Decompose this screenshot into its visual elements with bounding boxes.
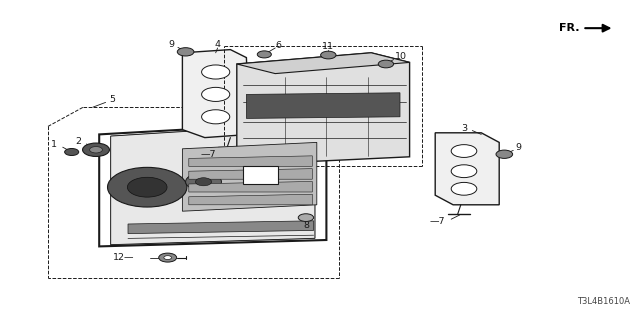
Polygon shape (435, 133, 499, 205)
Polygon shape (189, 156, 312, 166)
Circle shape (202, 110, 230, 124)
Polygon shape (189, 169, 312, 179)
Polygon shape (237, 53, 410, 74)
Text: 11: 11 (323, 42, 334, 51)
Circle shape (127, 177, 167, 197)
Text: 6: 6 (275, 41, 282, 50)
Text: T3L4B1610A: T3L4B1610A (577, 297, 630, 306)
Circle shape (378, 60, 394, 68)
Text: 5: 5 (109, 95, 115, 104)
Polygon shape (189, 181, 312, 192)
Circle shape (90, 147, 102, 153)
Circle shape (83, 143, 109, 156)
Text: FR.: FR. (559, 23, 579, 33)
Text: —7: —7 (201, 150, 216, 159)
Text: 2: 2 (75, 137, 81, 146)
Polygon shape (237, 53, 410, 163)
Polygon shape (182, 50, 250, 138)
Text: 8: 8 (303, 221, 309, 230)
Text: 4: 4 (214, 40, 221, 49)
Text: 9: 9 (515, 143, 522, 152)
Circle shape (164, 256, 172, 260)
Polygon shape (189, 194, 312, 205)
Circle shape (177, 48, 194, 56)
Text: 10: 10 (395, 52, 406, 61)
Circle shape (202, 87, 230, 101)
Text: 12—: 12— (113, 253, 134, 262)
Polygon shape (128, 221, 314, 234)
Text: —7: —7 (429, 217, 445, 226)
Circle shape (257, 51, 271, 58)
Polygon shape (246, 93, 400, 118)
Circle shape (195, 178, 212, 186)
Polygon shape (111, 123, 315, 245)
Text: 1: 1 (51, 140, 58, 149)
Circle shape (451, 145, 477, 157)
Circle shape (298, 214, 314, 221)
Circle shape (65, 148, 79, 156)
Circle shape (186, 173, 221, 191)
Circle shape (108, 167, 187, 207)
Circle shape (202, 65, 230, 79)
Text: 3: 3 (461, 124, 467, 132)
Text: 9: 9 (168, 40, 175, 49)
Polygon shape (243, 166, 278, 184)
Polygon shape (182, 142, 317, 211)
Circle shape (159, 253, 177, 262)
Circle shape (321, 51, 336, 59)
Circle shape (451, 165, 477, 178)
Circle shape (451, 182, 477, 195)
Circle shape (496, 150, 513, 158)
